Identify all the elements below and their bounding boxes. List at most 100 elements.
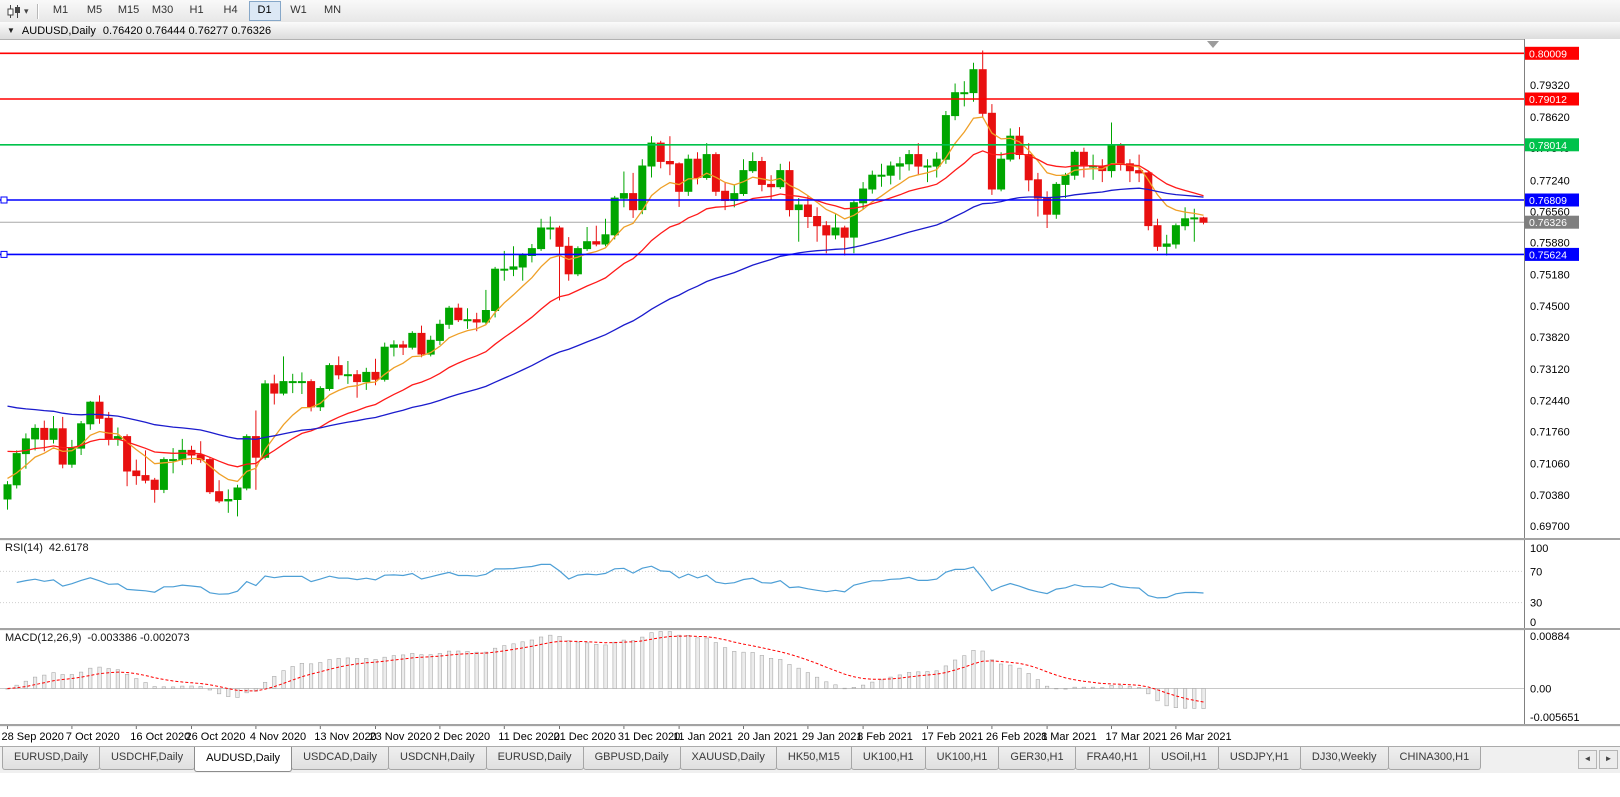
price-axis-tick: 0.73820 <box>1530 332 1570 344</box>
chart-window-caption[interactable]: ▼ AUDUSD,Daily 0.76420 0.76444 0.76277 0… <box>0 22 1620 40</box>
macd-histogram-bar <box>998 663 1004 689</box>
macd-histogram-bar <box>768 657 774 689</box>
macd-histogram-bar <box>262 681 268 689</box>
candle-body <box>859 188 868 204</box>
macd-histogram-bar <box>23 680 28 689</box>
candle-body <box>868 174 877 190</box>
macd-histogram-bar <box>630 640 636 689</box>
timeframe-button-m30[interactable]: M30 <box>151 4 174 16</box>
date-axis-label: 26 Oct 2020 <box>186 731 246 743</box>
macd-histogram-bar <box>290 666 295 689</box>
candle-body <box>491 268 500 311</box>
timeframe-button-m15[interactable]: M15 <box>117 4 140 16</box>
price-level-box <box>1525 247 1579 261</box>
macd-histogram-bar <box>364 658 369 689</box>
chart-tab-eurusd-5[interactable]: EURUSD,Daily <box>485 747 584 770</box>
date-axis-label: 21 Dec 2020 <box>554 731 616 743</box>
chart-tab-eurusd-0[interactable]: EURUSD,Daily <box>2 747 100 770</box>
macd-histogram-bar <box>198 686 203 689</box>
timeframe-button-h1[interactable]: H1 <box>189 4 204 16</box>
candle-body <box>288 381 297 384</box>
candle-body <box>159 459 168 490</box>
price-level-box <box>1525 92 1579 106</box>
timeframe-button-m1[interactable]: M1 <box>52 4 69 16</box>
timeframe-button-h4[interactable]: H4 <box>223 4 238 16</box>
chart-tab-uk100-10[interactable]: UK100,H1 <box>924 747 1000 770</box>
candle-body <box>12 453 21 486</box>
moving-average-line-21[interactable] <box>7 150 1204 468</box>
chart-tab-usdjpy-14[interactable]: USDJPY,H1 <box>1217 747 1301 770</box>
macd-histogram-bar <box>943 665 948 689</box>
line-drag-handle[interactable] <box>0 250 8 258</box>
macd-histogram-bar <box>345 657 350 689</box>
price-level-box-value: 0.76809 <box>1529 195 1567 207</box>
rsi-panel[interactable]: 100 70 30 0 <box>0 540 1620 628</box>
candle-body <box>1006 135 1015 160</box>
candle-body <box>95 401 104 419</box>
macd-histogram-bar <box>446 650 452 689</box>
candle-body <box>849 202 858 238</box>
chart-tab-usdcnh-4[interactable]: USDCNH,Daily <box>388 747 487 770</box>
macd-panel[interactable]: 0.00884 0.00 -0.005651 <box>0 630 1620 724</box>
chart-tab-dj30-15[interactable]: DJ30,Weekly <box>1299 747 1389 770</box>
timeframe-button-mn[interactable]: MN <box>323 4 342 16</box>
tabs-scroll-right-button[interactable]: ► <box>1599 750 1618 769</box>
chart-tab-china300-16[interactable]: CHINA300,H1 <box>1387 747 1482 770</box>
candle-body <box>813 216 822 227</box>
price-axis[interactable]: 0.793200.786200.779400.772400.765600.758… <box>1524 39 1620 538</box>
timeframe-button-m5[interactable]: M5 <box>86 4 103 16</box>
chart-tab-uk100-9[interactable]: UK100,H1 <box>850 747 926 770</box>
macd-histogram-bar <box>713 642 718 689</box>
chart-tab-usoil-13[interactable]: USOil,H1 <box>1148 747 1219 770</box>
chart-tab-usdcad-3[interactable]: USDCAD,Daily <box>291 747 390 770</box>
candle-body <box>224 499 233 502</box>
candle-body <box>454 307 463 321</box>
macd-histogram-bar <box>640 636 645 689</box>
macd-histogram-bar <box>1081 686 1086 689</box>
chart-tab-fra40-12[interactable]: FRA40,H1 <box>1074 747 1150 770</box>
macd-histogram-bar <box>235 688 240 698</box>
chart-tab-usdchf-1[interactable]: USDCHF,Daily <box>98 747 196 770</box>
macd-histogram-bar <box>217 688 222 695</box>
candlestick-series <box>3 50 1208 517</box>
rsi-line <box>16 563 1204 599</box>
price-chart-panel[interactable]: 0.793200.786200.779400.772400.765600.758… <box>0 39 1620 538</box>
macd-axis-tick: -0.005651 <box>1530 712 1580 724</box>
macd-histogram-bar <box>382 656 387 689</box>
candle-body <box>500 268 509 271</box>
macd-histogram-bar <box>870 681 875 689</box>
rsi-axis-tick: 0 <box>1530 617 1536 628</box>
chart-shift-marker-icon[interactable] <box>1207 41 1219 48</box>
macd-histogram-bar <box>32 676 38 689</box>
rsi-axis-tick: 100 <box>1530 543 1548 555</box>
candle-body <box>399 344 408 348</box>
candle-body <box>242 436 251 489</box>
panel-separator[interactable] <box>0 628 1620 631</box>
price-axis-tick: 0.74500 <box>1530 301 1570 313</box>
tabs-scroll-left-button[interactable]: ◄ <box>1578 750 1597 769</box>
macd-histogram-bar <box>1045 685 1050 689</box>
candlestick-chart-type-icon[interactable] <box>4 2 24 20</box>
price-level-box-value: 0.79012 <box>1529 94 1567 106</box>
moving-average-line-8[interactable] <box>7 116 1204 483</box>
macd-histogram-bar <box>1146 688 1151 695</box>
macd-histogram-bar <box>134 678 139 689</box>
panel-separator[interactable] <box>0 538 1620 541</box>
line-drag-handle[interactable] <box>0 196 8 204</box>
chart-tab-ger30-11[interactable]: GER30,H1 <box>998 747 1076 770</box>
macd-histogram-bar <box>796 667 801 689</box>
chart-tab-gbpusd-6[interactable]: GBPUSD,Daily <box>582 747 681 770</box>
timeframe-button-w1[interactable]: W1 <box>290 4 307 16</box>
chart-tab-hk50-8[interactable]: HK50,M15 <box>775 747 852 770</box>
window-menu-icon[interactable]: ▼ <box>7 26 15 35</box>
chart-tab-audusd-2[interactable]: AUDUSD,Daily <box>194 747 293 772</box>
chart-tab-xauusd-7[interactable]: XAUUSD,Daily <box>679 747 777 770</box>
candle-body <box>941 115 950 160</box>
timeframe-button-d1[interactable]: D1 <box>248 1 281 21</box>
chart-type-dropdown-icon[interactable]: ▾ <box>24 5 29 16</box>
macd-histogram-bar <box>1026 673 1031 689</box>
candle-body <box>822 225 831 236</box>
macd-histogram-bar <box>1008 664 1013 689</box>
candlestick-glyph <box>7 4 20 18</box>
